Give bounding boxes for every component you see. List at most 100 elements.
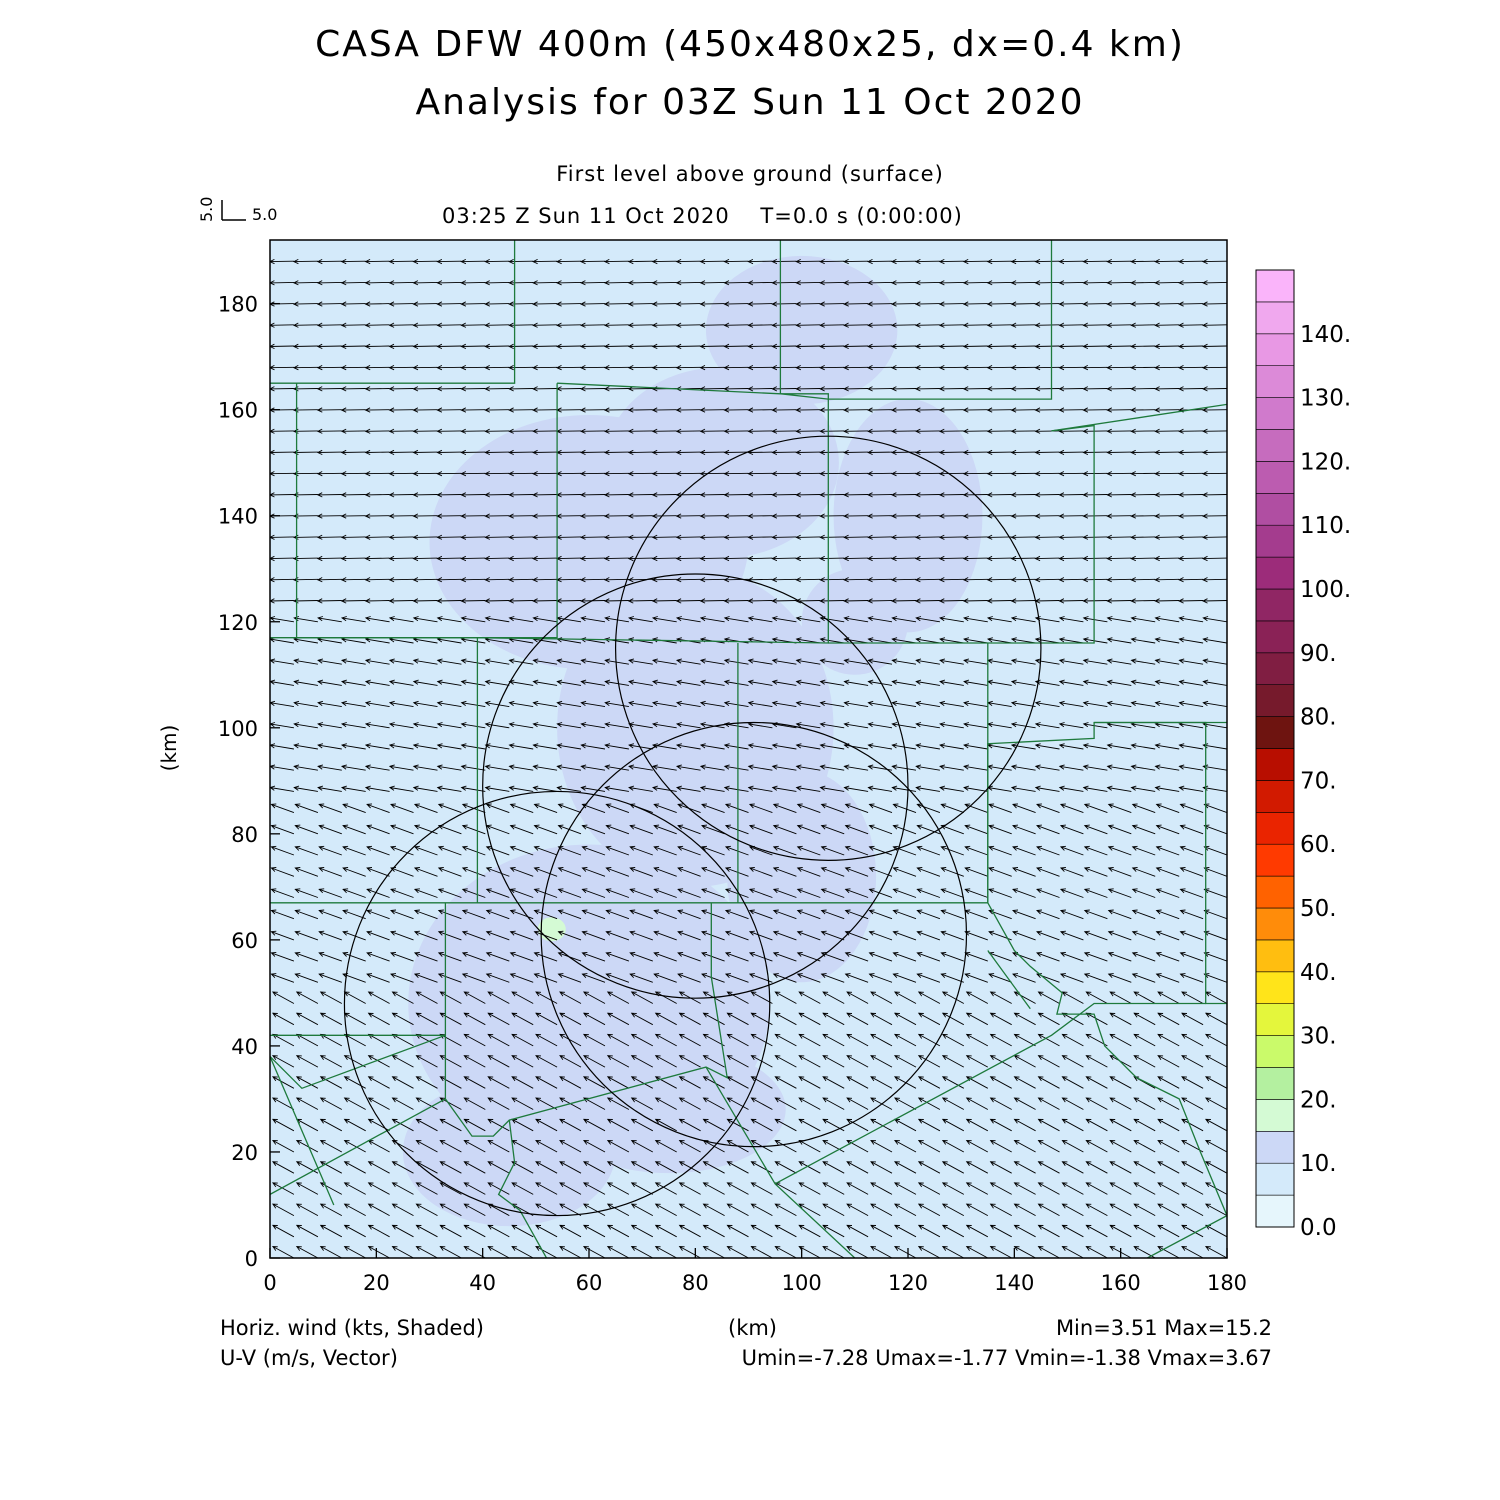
wind-vector (1154, 555, 1180, 562)
wind-vector (962, 428, 988, 434)
wind-vector (1083, 824, 1108, 835)
colorbar-label: 140. (1300, 322, 1351, 348)
wind-vector (1061, 1118, 1084, 1132)
wind-vector (316, 598, 342, 604)
colorbar-label: 40. (1300, 960, 1337, 986)
wind-vector (292, 301, 318, 307)
wind-vector (1085, 991, 1108, 1004)
wind-vector (1204, 1055, 1227, 1068)
wind-vector (630, 1033, 654, 1047)
wind-vector (1203, 951, 1227, 962)
wind-vector (1083, 973, 1108, 983)
wind-vector (843, 598, 869, 604)
wind-vector (938, 428, 964, 434)
wind-vector (388, 555, 414, 562)
wind-vector (701, 888, 725, 898)
wind-vector (413, 867, 438, 877)
wind-vector (820, 930, 845, 941)
wind-vector (1034, 407, 1060, 413)
wind-vector (316, 449, 342, 456)
wind-vector (1058, 280, 1084, 286)
wind-vector (1012, 973, 1036, 983)
wind-vector (270, 812, 271, 813)
wind-vector (319, 1012, 343, 1026)
wind-vector (628, 700, 653, 708)
wind-vector (822, 1055, 845, 1068)
wind-vector (938, 364, 964, 371)
wind-vector (675, 449, 701, 456)
wind-vector (1106, 637, 1132, 644)
wind-vector (1082, 785, 1108, 792)
wind-vector (559, 1012, 582, 1026)
wind-vector (627, 513, 653, 519)
wind-vector (388, 428, 414, 434)
wind-vector (388, 449, 414, 456)
wind-vector (293, 700, 318, 708)
wind-vector (415, 1118, 438, 1132)
wind-vector (1083, 867, 1108, 877)
wind-vector (316, 513, 342, 519)
wind-vector (965, 1161, 989, 1174)
wind-vector (795, 343, 821, 350)
wind-vector (772, 909, 797, 920)
wind-vector (484, 785, 510, 792)
wind-vector (364, 280, 390, 286)
wind-vector (606, 1012, 630, 1026)
wind-vector (747, 700, 773, 708)
x-tick-label: 80 (682, 1271, 709, 1295)
wind-vector (292, 258, 318, 265)
wind-vector (890, 492, 917, 498)
wind-vector (270, 642, 271, 643)
wind-vector (962, 471, 988, 477)
wind-vector (1201, 386, 1227, 392)
wind-vector (391, 1182, 414, 1195)
wind-vector (1181, 1203, 1204, 1216)
wind-vector (460, 301, 486, 307)
wind-vector (535, 1033, 558, 1047)
wind-vector (413, 930, 438, 941)
wind-vector (508, 616, 534, 623)
wind-vector (603, 471, 629, 477)
wind-vector (364, 386, 390, 392)
wind-vector (1107, 973, 1132, 983)
wind-vector (795, 301, 821, 307)
wind-vector (1106, 364, 1132, 371)
wind-vector (557, 845, 582, 856)
colorbar-swatch (1255, 971, 1295, 1004)
wind-vector (390, 951, 414, 962)
wind-vector (651, 492, 677, 498)
wind-vector (508, 301, 534, 307)
wind-vector (750, 1161, 773, 1174)
wind-vector (1034, 386, 1060, 392)
wind-vector (460, 449, 486, 456)
wind-vector (485, 930, 510, 941)
wind-vector (439, 1161, 462, 1174)
wind-vector (723, 343, 749, 350)
wind-vector (415, 1182, 438, 1195)
wind-vector (917, 1161, 941, 1174)
wind-vector (870, 1012, 893, 1026)
wind-vector (1058, 301, 1084, 307)
wind-vector (532, 658, 558, 665)
wind-vector (367, 991, 390, 1004)
wind-vector (726, 1118, 749, 1132)
wind-vector (1107, 824, 1132, 835)
wind-vector (1106, 658, 1132, 665)
wind-vector (822, 1140, 845, 1153)
wind-vector (1178, 471, 1204, 477)
wind-vector (270, 706, 271, 707)
wind-vector (391, 1012, 414, 1026)
wind-vector (388, 700, 414, 708)
wind-vector (316, 492, 342, 498)
wind-vector (463, 991, 486, 1004)
range-ring (343, 790, 771, 1217)
wind-vector (412, 722, 438, 729)
wind-vector (271, 1118, 295, 1132)
wind-vector (750, 1182, 773, 1195)
wind-vector (1106, 513, 1132, 519)
wind-vector (582, 1097, 606, 1110)
wind-vector (1201, 343, 1227, 350)
wind-vector (795, 365, 821, 371)
wind-vector (1106, 386, 1132, 392)
wind-vector (965, 1140, 989, 1153)
